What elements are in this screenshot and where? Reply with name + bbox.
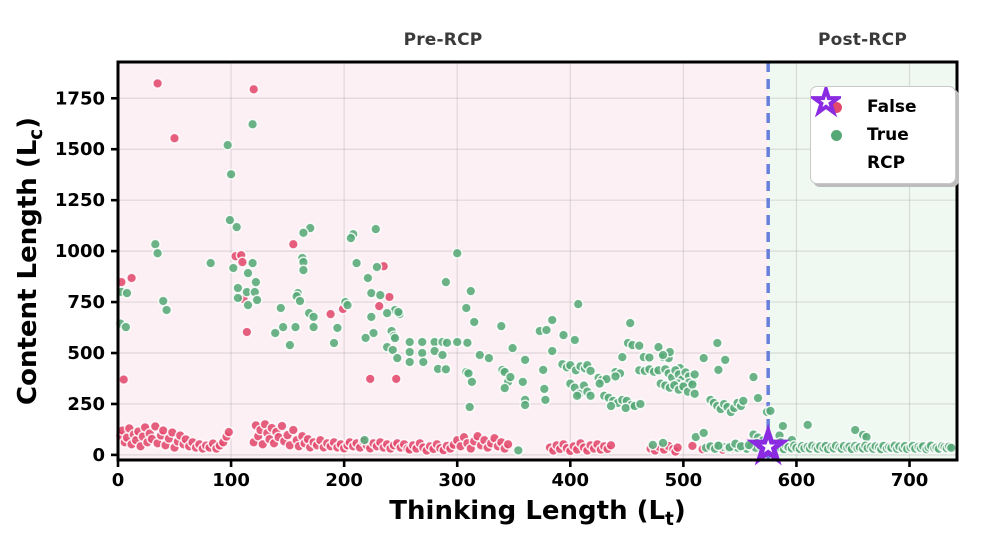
svg-text:600: 600	[778, 470, 816, 491]
svg-text:1750: 1750	[55, 88, 105, 109]
y-axis-label-subscript: c	[26, 128, 48, 140]
svg-text:500: 500	[665, 470, 703, 491]
grid-lines	[118, 62, 957, 460]
svg-text:0: 0	[92, 445, 105, 466]
legend-item-true: True	[821, 122, 947, 148]
y-axis-label-text: Content Length (L	[12, 139, 43, 405]
true-points	[114, 118, 957, 456]
svg-text:500: 500	[67, 343, 105, 364]
svg-text:700: 700	[891, 470, 929, 491]
true-marker-icon	[830, 129, 842, 141]
svg-text:400: 400	[552, 470, 590, 491]
pre-rcp-title: Pre-RCP	[403, 30, 483, 50]
svg-text:200: 200	[325, 470, 363, 491]
svg-text:1000: 1000	[55, 241, 105, 262]
legend-label-rcp: RCP	[867, 153, 906, 173]
rcp-star-icon	[811, 87, 841, 117]
rcp-star-marker	[746, 423, 790, 466]
x-axis-label-close: )	[673, 496, 686, 526]
false-marker-icon	[830, 101, 842, 113]
legend: False True RCP	[810, 86, 956, 184]
pre-rcp-region	[118, 62, 769, 460]
svg-text:300: 300	[438, 470, 476, 491]
x-axis-label-subscript: t	[665, 509, 674, 531]
x-axis-label: Thinking Length (Lt)	[118, 496, 957, 530]
x-axis-ticks: 0 100 200 300 400 500 600 700	[112, 460, 929, 491]
svg-text:250: 250	[67, 394, 105, 415]
legend-item-false: False	[821, 94, 947, 120]
plot-frame	[116, 60, 959, 462]
y-axis-label-close: )	[12, 117, 43, 129]
y-axis-label: Content Length (Lc)	[13, 117, 47, 405]
y-axis-ticks: 0 250 500 750 1000 1250 1500 1750	[55, 88, 118, 466]
svg-text:750: 750	[67, 292, 105, 313]
legend-label-false: False	[867, 97, 917, 117]
svg-text:0: 0	[112, 470, 125, 491]
x-axis-label-text: Thinking Length (L	[389, 496, 666, 526]
svg-text:100: 100	[212, 470, 250, 491]
post-rcp-title: Post-RCP	[817, 30, 908, 50]
false-points	[114, 77, 866, 458]
legend-label-true: True	[867, 125, 909, 145]
svg-text:1250: 1250	[55, 190, 105, 211]
legend-item-rcp: RCP	[811, 87, 947, 176]
svg-text:1500: 1500	[55, 139, 105, 160]
